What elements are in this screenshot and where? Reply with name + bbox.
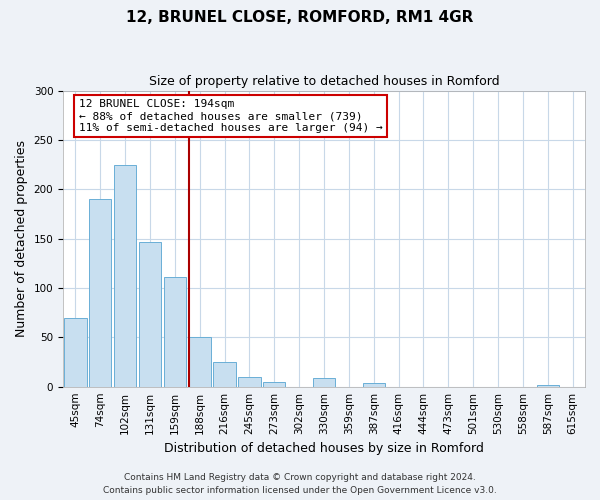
Bar — [89, 199, 112, 386]
Bar — [139, 242, 161, 386]
Bar — [238, 377, 260, 386]
Bar — [214, 362, 236, 386]
Y-axis label: Number of detached properties: Number of detached properties — [15, 140, 28, 337]
Text: 12, BRUNEL CLOSE, ROMFORD, RM1 4GR: 12, BRUNEL CLOSE, ROMFORD, RM1 4GR — [127, 10, 473, 25]
Bar — [263, 382, 286, 386]
Text: Contains HM Land Registry data © Crown copyright and database right 2024.
Contai: Contains HM Land Registry data © Crown c… — [103, 474, 497, 495]
Bar — [536, 384, 559, 386]
Bar — [114, 164, 136, 386]
Bar — [313, 378, 335, 386]
X-axis label: Distribution of detached houses by size in Romford: Distribution of detached houses by size … — [164, 442, 484, 455]
Bar — [188, 338, 211, 386]
Bar — [362, 382, 385, 386]
Bar — [164, 277, 186, 386]
Bar — [64, 318, 86, 386]
Title: Size of property relative to detached houses in Romford: Size of property relative to detached ho… — [149, 75, 499, 88]
Text: 12 BRUNEL CLOSE: 194sqm
← 88% of detached houses are smaller (739)
11% of semi-d: 12 BRUNEL CLOSE: 194sqm ← 88% of detache… — [79, 100, 382, 132]
